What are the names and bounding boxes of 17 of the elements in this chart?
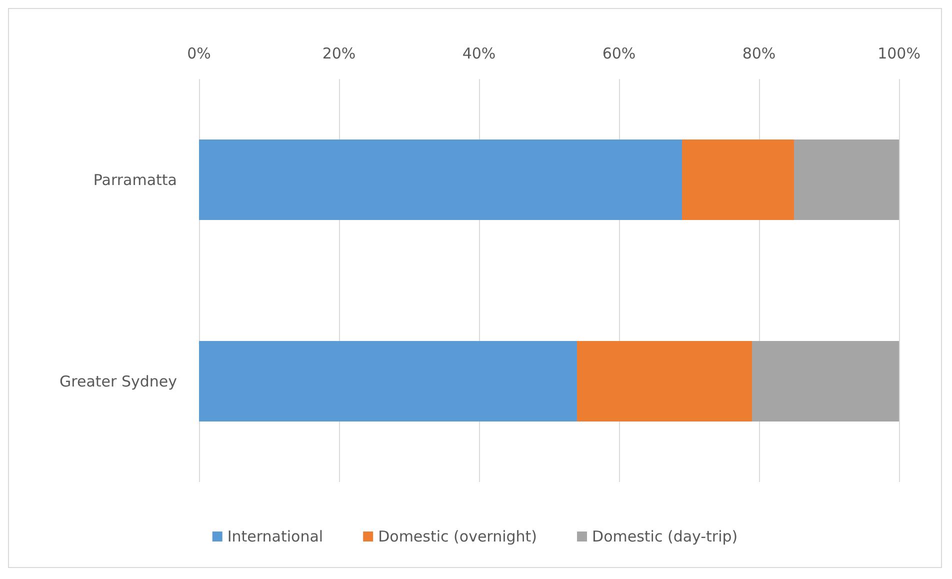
legend-label: International [227,528,324,546]
legend-label: Domestic (day-trip) [592,528,738,546]
x-tick-label: 40% [462,44,496,62]
x-tick-label: 0% [187,44,211,62]
bar [577,340,752,422]
bar [682,139,794,220]
bar [199,340,577,422]
legend-label: Domestic (overnight) [378,528,538,546]
y-tick-label: Parramatta [93,170,177,189]
y-tick-label: Greater Sydney [60,372,178,390]
x-tick-label: 20% [322,44,356,62]
bar [199,139,682,220]
x-tick-label: 80% [742,44,776,62]
x-tick-label: 100% [878,44,920,62]
bar [794,139,899,220]
x-tick-label: 60% [602,44,636,62]
bar [752,340,899,422]
